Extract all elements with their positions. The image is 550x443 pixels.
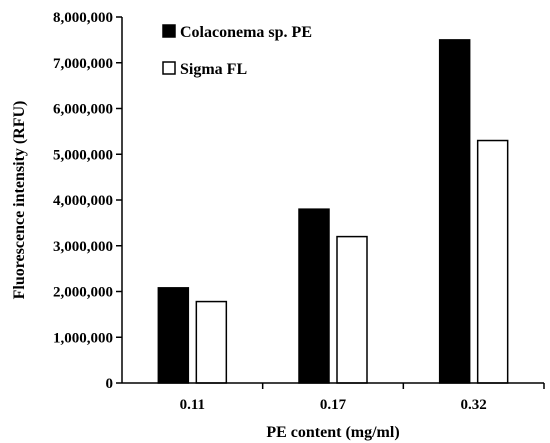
legend-label-colaconema: Colaconema sp. PE xyxy=(180,24,312,41)
y-tick-label: 8,000,000 xyxy=(53,10,113,26)
bar-sigma-0_17 xyxy=(336,235,368,384)
y-axis-ticks: 0 1,000,000 2,000,000 3,000,000 4,000,000 5,0… xyxy=(53,10,122,392)
x-tick-label: 0.32 xyxy=(461,397,487,413)
legend-label-sigma: Sigma FL xyxy=(180,61,247,78)
y-tick-label: 6,000,000 xyxy=(53,102,113,118)
y-tick-label: 4,000,000 xyxy=(53,193,113,209)
bar-colaconema-0_17 xyxy=(298,208,330,384)
x-axis-title: PE content (mg/ml) xyxy=(266,424,399,441)
y-axis-title: Fluorescence intensity (RFU) xyxy=(11,101,28,300)
y-tick-label: 5,000,000 xyxy=(53,147,113,163)
legend-swatch-sigma xyxy=(162,61,176,75)
x-axis-ticks: 0.11 0.17 0.32 xyxy=(180,383,545,413)
bar-colaconema-0_11 xyxy=(157,287,190,384)
legend-swatch-colaconema xyxy=(162,24,176,38)
y-tick-label: 3,000,000 xyxy=(53,239,113,255)
y-tick-label: 2,000,000 xyxy=(53,285,113,301)
bar-sigma-0_11 xyxy=(195,300,228,384)
bar-sigma-0_32 xyxy=(476,139,509,384)
legend: Colaconema sp. PE Sigma FL xyxy=(162,24,312,78)
x-tick-label: 0.11 xyxy=(180,397,205,413)
y-tick-label: 7,000,000 xyxy=(53,56,113,72)
y-tick-label: 1,000,000 xyxy=(53,330,113,346)
x-tick-label: 0.17 xyxy=(320,397,347,413)
bar-colaconema-0_32 xyxy=(438,39,471,384)
bars xyxy=(157,39,509,384)
y-tick-label: 0 xyxy=(106,376,114,392)
